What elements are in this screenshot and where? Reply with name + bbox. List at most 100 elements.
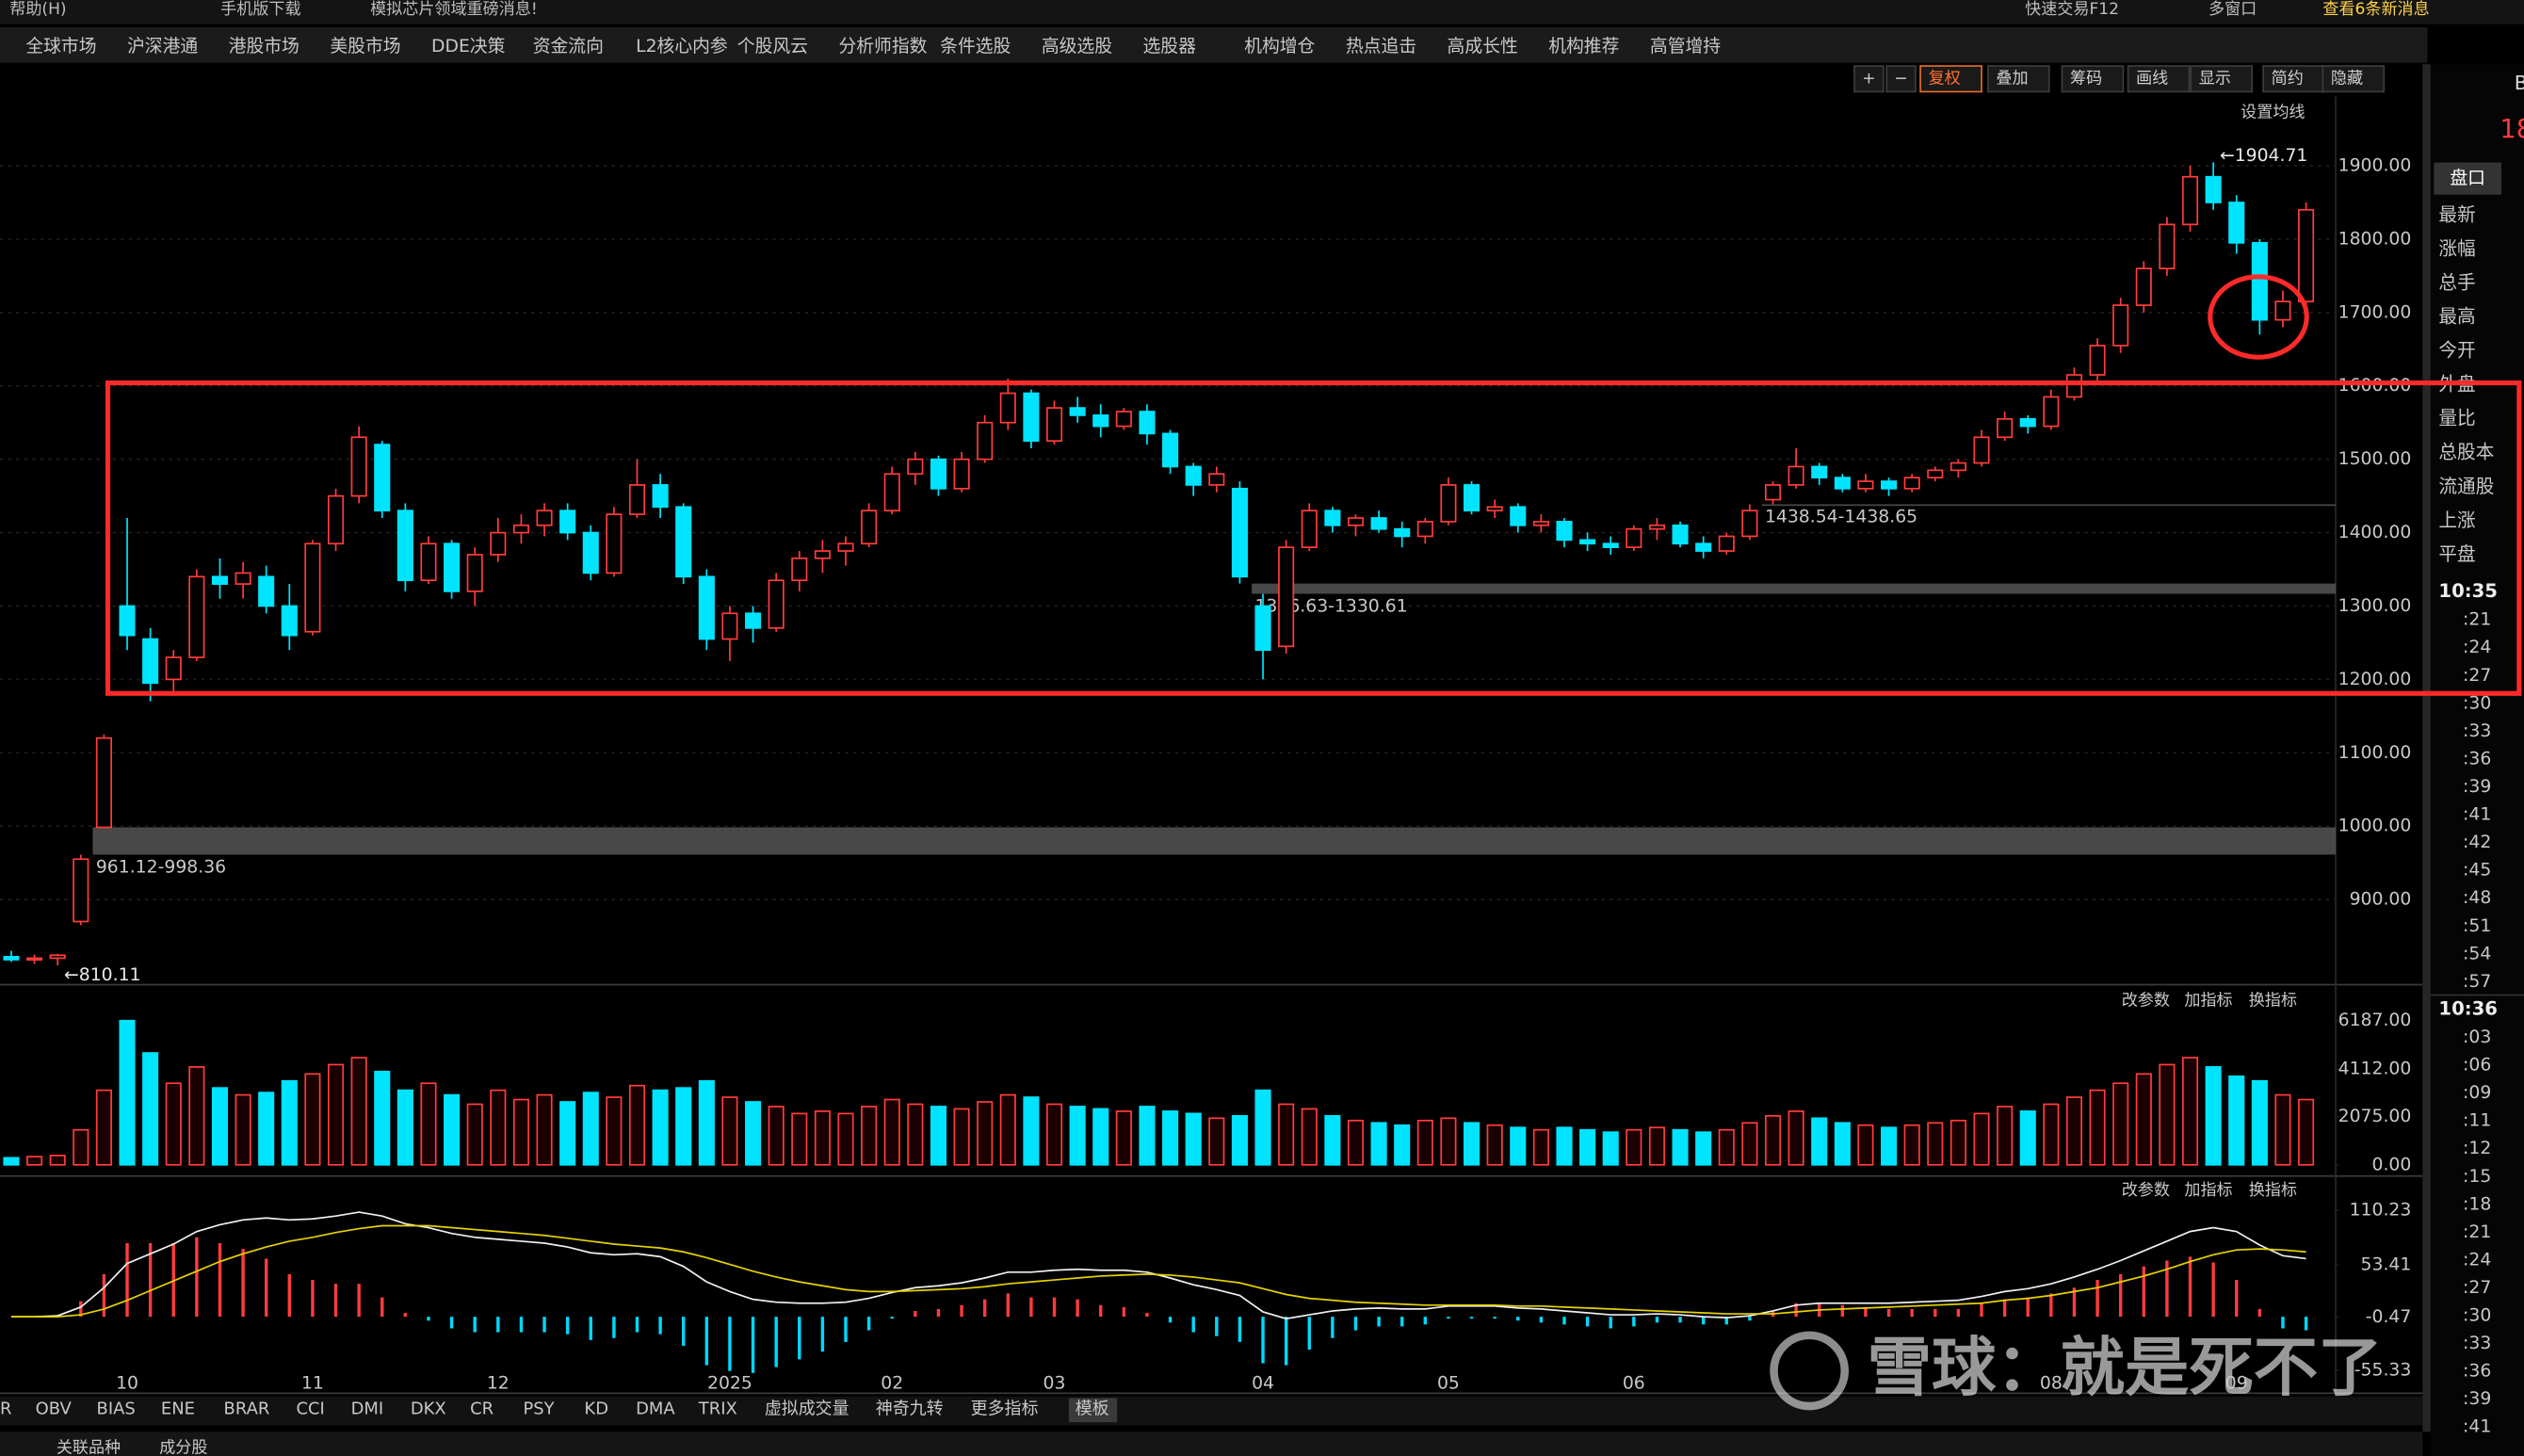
indicator-action[interactable]: 加指标 — [2184, 1181, 2232, 1200]
volume-bar — [188, 1066, 205, 1166]
toolbar-label[interactable]: + — [1862, 70, 1875, 89]
indicator-tab[interactable]: OBV — [36, 1399, 73, 1418]
top-bar-item[interactable]: 手机版下载 — [220, 0, 300, 19]
top-bar — [0, 0, 2524, 24]
indicator-tab[interactable]: 神奇九转 — [876, 1399, 944, 1418]
candle-body — [73, 858, 89, 923]
candle-body — [768, 579, 785, 629]
top-bar-item[interactable]: 查看6条新消息 — [2322, 0, 2429, 19]
y-tick-label: 53.41 — [2361, 1255, 2412, 1275]
menu-item[interactable]: 高管增持 — [1650, 36, 1721, 57]
candle-body — [2205, 175, 2222, 203]
candle-body — [1324, 510, 1341, 526]
indicator-tab[interactable]: DKX — [411, 1399, 446, 1418]
toolbar-button[interactable] — [2061, 65, 2125, 93]
candle-body — [1602, 542, 1619, 549]
candle-body — [211, 575, 229, 585]
toolbar-label[interactable]: 复权 — [1929, 70, 1961, 89]
indicator-tab[interactable]: BIAS — [97, 1399, 136, 1418]
toolbar-button[interactable] — [2262, 65, 2325, 93]
toolbar-button[interactable] — [2127, 65, 2191, 93]
candle-body — [1626, 527, 1642, 549]
x-tick-label: 08 — [2040, 1374, 2063, 1394]
menu-item[interactable]: 港股市场 — [229, 36, 299, 57]
indicator-tab[interactable]: 虚拟成交量 — [765, 1399, 849, 1418]
toolbar-button[interactable] — [2322, 65, 2386, 93]
candle-body — [2043, 396, 2060, 428]
volume-bar — [1834, 1122, 1851, 1166]
bottom-tab[interactable]: 关联品种 — [57, 1438, 121, 1456]
toolbar-label[interactable]: − — [1894, 70, 1907, 89]
top-bar-item[interactable]: 多窗口 — [2208, 0, 2257, 19]
indicator-action[interactable]: 换指标 — [2249, 1181, 2297, 1200]
indicator-tab[interactable]: DMI — [351, 1399, 384, 1418]
indicator-tab[interactable]: ENE — [161, 1399, 195, 1418]
volume-bar — [930, 1106, 946, 1166]
toolbar-label[interactable]: 隐藏 — [2331, 70, 2363, 89]
indicator-action[interactable]: 加指标 — [2184, 992, 2232, 1011]
toolbar-button[interactable] — [1986, 65, 2050, 93]
volume-bar — [1718, 1128, 1735, 1166]
indicator-tab[interactable]: DMA — [636, 1399, 675, 1418]
indicator-tab[interactable]: BRAR — [224, 1399, 270, 1418]
toolbar-button[interactable] — [1919, 65, 1982, 93]
menu-item[interactable]: 选股器 — [1143, 36, 1197, 57]
menu-item[interactable]: 条件选股 — [940, 36, 1011, 57]
menu-item[interactable]: 高级选股 — [1042, 36, 1112, 57]
candle-body — [466, 554, 483, 592]
candle-body — [1185, 465, 1202, 486]
menu-item[interactable]: 资金流向 — [533, 36, 604, 57]
y-tick-label: 1900.00 — [2338, 156, 2412, 176]
candle-body — [1416, 521, 1433, 538]
toolbar-label[interactable]: 画线 — [2136, 70, 2168, 89]
indicator-tab[interactable]: KD — [584, 1399, 608, 1418]
top-bar-item[interactable]: 帮助(H) — [9, 0, 66, 19]
indicator-tab[interactable]: CR — [470, 1399, 493, 1418]
menu-item[interactable]: L2核心内参 — [636, 36, 728, 57]
volume-bar — [1903, 1124, 1920, 1166]
quote-field: 上涨 — [2438, 510, 2476, 531]
top-bar-item[interactable]: 模拟芯片领域重磅消息! — [370, 0, 538, 19]
toolbar-label[interactable]: 显示 — [2199, 70, 2231, 89]
panel-tab[interactable]: 盘口 — [2450, 168, 2485, 188]
menu-item[interactable]: DDE决策 — [431, 36, 506, 57]
indicator-tab[interactable]: CCI — [296, 1399, 324, 1418]
menu-item[interactable]: 美股市场 — [330, 36, 400, 57]
menu-item[interactable]: 热点追击 — [1346, 36, 1416, 57]
toolbar-label[interactable]: 筹码 — [2070, 70, 2102, 89]
ma-setting[interactable]: 设置均线 — [2241, 104, 2305, 122]
candle-body — [999, 392, 1016, 424]
volume-bar — [1764, 1114, 1782, 1166]
indicator-tab[interactable]: 模板 — [1076, 1399, 1109, 1418]
time-tick: :30 — [2463, 1306, 2491, 1326]
toolbar-button[interactable] — [1885, 65, 1917, 93]
indicator-action[interactable]: 换指标 — [2249, 992, 2297, 1011]
y-tick-label: 1200.00 — [2338, 670, 2412, 689]
indicator-tab[interactable]: 更多指标 — [971, 1399, 1039, 1418]
x-tick-label: 05 — [1437, 1374, 1460, 1394]
menu-item[interactable]: 分析师指数 — [838, 36, 927, 57]
menu-item[interactable]: 机构推荐 — [1548, 36, 1619, 57]
volume-bar — [1045, 1103, 1063, 1166]
indicator-action[interactable]: 改参数 — [2122, 992, 2170, 1011]
top-bar-item[interactable]: 快速交易F12 — [2025, 0, 2119, 19]
bottom-tab[interactable]: 成分股 — [159, 1438, 207, 1456]
toolbar-label[interactable]: 简约 — [2272, 70, 2304, 89]
indicator-action[interactable]: 改参数 — [2122, 1181, 2170, 1200]
volume-bar — [2043, 1103, 2060, 1166]
menu-item[interactable]: 机构增仓 — [1244, 36, 1315, 57]
menu-item[interactable]: 全球市场 — [25, 36, 96, 57]
indicator-tab[interactable]: PSY — [523, 1399, 554, 1418]
candle-body — [1092, 414, 1109, 428]
candle-body — [304, 542, 321, 633]
menu-item[interactable]: 高成长性 — [1448, 36, 1518, 57]
candle-body — [490, 531, 507, 556]
toolbar-label[interactable]: 叠加 — [1996, 70, 2028, 89]
quote-field: 最新 — [2438, 203, 2475, 225]
menu-item[interactable]: 沪深港通 — [127, 36, 198, 57]
indicator-tab[interactable]: R — [0, 1399, 11, 1418]
toolbar-button[interactable] — [1853, 65, 1885, 93]
indicator-tab[interactable]: TRIX — [698, 1399, 737, 1418]
menu-item[interactable]: 个股风云 — [737, 36, 808, 57]
toolbar-button[interactable] — [2190, 65, 2254, 93]
